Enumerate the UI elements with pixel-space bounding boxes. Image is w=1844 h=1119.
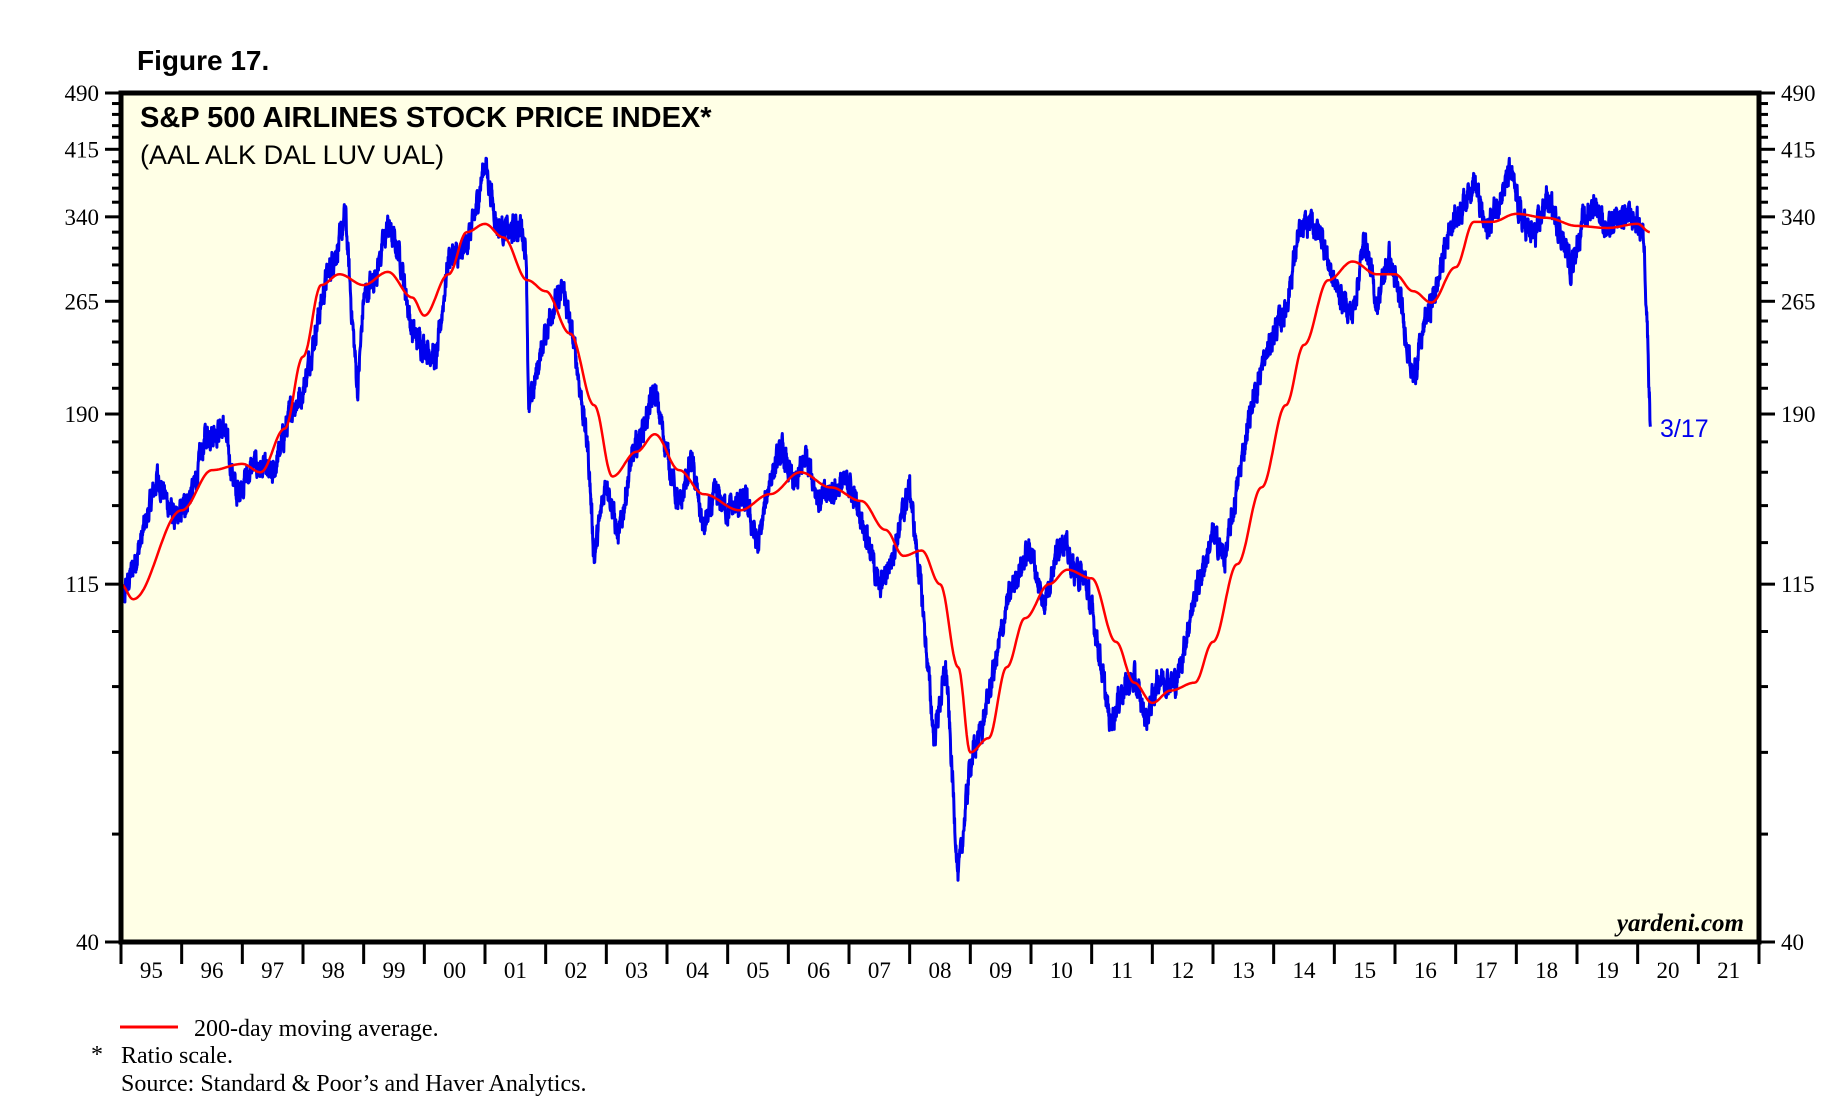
y-tick-label-right: 115 <box>1781 572 1815 597</box>
y-tick-label-left: 340 <box>65 205 100 230</box>
series-line-moving-average <box>120 212 1651 754</box>
x-tick-label: 05 <box>747 958 770 983</box>
x-tick-label: 96 <box>201 958 224 983</box>
end-date-label: 3/17 <box>1660 415 1709 443</box>
y-tick-label-right: 190 <box>1781 402 1816 427</box>
x-tick-label: 19 <box>1596 958 1619 983</box>
x-tick-label: 13 <box>1232 958 1255 983</box>
x-tick-label: 16 <box>1414 958 1437 983</box>
chart-title: S&P 500 AIRLINES STOCK PRICE INDEX* <box>140 102 712 134</box>
x-tick-label: 09 <box>989 958 1012 983</box>
ratio-scale-note: Ratio scale. <box>121 1043 233 1069</box>
plot-area <box>121 93 1759 942</box>
y-tick-label-left: 490 <box>65 81 100 106</box>
watermark: yardeni.com <box>1614 910 1744 937</box>
axis-ticks: 40 40 115 115 190 190 265 265 340 340 415 415 490 490… <box>65 81 1816 983</box>
x-tick-label: 03 <box>625 958 648 983</box>
x-tick-label: 20 <box>1657 958 1680 983</box>
x-tick-label: 18 <box>1535 958 1558 983</box>
x-tick-label: 97 <box>261 958 284 983</box>
x-tick-label: 17 <box>1475 958 1498 983</box>
y-tick-label-right: 415 <box>1781 137 1816 162</box>
x-tick-label: 00 <box>443 958 466 983</box>
series-lines <box>119 156 1652 882</box>
asterisk-note: * <box>91 1042 103 1068</box>
x-tick-label: 08 <box>929 958 952 983</box>
source-note: Source: Standard & Poor’s and Haver Anal… <box>121 1071 586 1097</box>
x-tick-label: 06 <box>807 958 830 983</box>
x-tick-label: 12 <box>1171 958 1194 983</box>
y-tick-label-left: 415 <box>65 137 100 162</box>
legend-label: 200-day moving average. <box>194 1016 439 1042</box>
x-tick-label: 02 <box>565 958 588 983</box>
plot-border <box>118 90 1762 945</box>
x-tick-label: 10 <box>1050 958 1073 983</box>
y-tick-label-right: 40 <box>1781 930 1804 955</box>
y-tick-label-left: 40 <box>76 930 99 955</box>
x-tick-label: 98 <box>322 958 345 983</box>
x-tick-label: 04 <box>686 958 710 983</box>
x-tick-label: 21 <box>1717 958 1740 983</box>
x-tick-label: 15 <box>1353 958 1376 983</box>
x-tick-label: 11 <box>1111 958 1133 983</box>
y-tick-label-right: 490 <box>1781 81 1816 106</box>
x-tick-label: 14 <box>1293 958 1317 983</box>
y-tick-label-right: 265 <box>1781 289 1816 314</box>
x-tick-label: 99 <box>383 958 406 983</box>
y-tick-label-left: 115 <box>65 572 99 597</box>
figure-label: Figure 17. <box>137 45 269 76</box>
y-tick-label-left: 190 <box>65 402 100 427</box>
x-tick-label: 07 <box>868 958 891 983</box>
chart-subtitle: (AAL ALK DAL LUV UAL) <box>140 140 444 170</box>
x-tick-label: 95 <box>140 958 163 983</box>
y-tick-label-right: 340 <box>1781 205 1816 230</box>
y-tick-label-left: 265 <box>65 289 100 314</box>
x-tick-label: 01 <box>504 958 527 983</box>
